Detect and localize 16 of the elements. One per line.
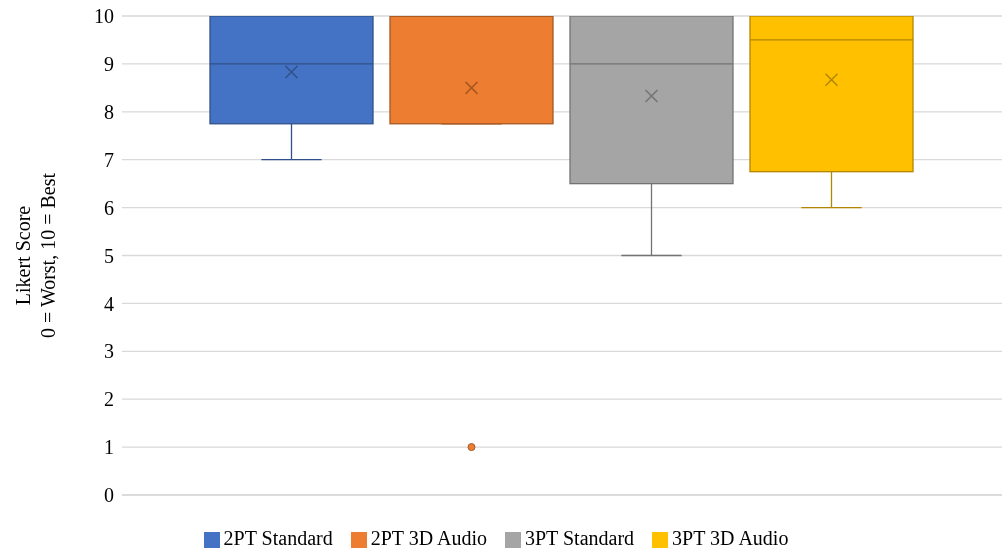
legend-label: 3PT 3D Audio bbox=[672, 527, 789, 549]
legend-label: 3PT Standard bbox=[525, 527, 635, 549]
y-tick-label: 2 bbox=[104, 388, 114, 411]
y-axis-title: Likert Score 0 = Worst, 10 = Best bbox=[12, 172, 59, 339]
y-tick-label: 9 bbox=[104, 53, 114, 75]
y-tick-label: 5 bbox=[104, 244, 114, 267]
y-tick-label: 0 bbox=[104, 484, 114, 507]
y-tick-label: 7 bbox=[104, 148, 114, 171]
legend-label: 2PT Standard bbox=[223, 527, 333, 549]
y-tick-label: 6 bbox=[104, 196, 114, 219]
y-tick-label: 10 bbox=[94, 5, 114, 28]
y-tick-label: 4 bbox=[104, 292, 114, 315]
legend-label: 2PT 3D Audio bbox=[370, 527, 487, 549]
y-tick-label: 8 bbox=[104, 100, 114, 123]
y-tick-label: 3 bbox=[104, 340, 114, 363]
y-tick-label: 1 bbox=[104, 436, 114, 459]
